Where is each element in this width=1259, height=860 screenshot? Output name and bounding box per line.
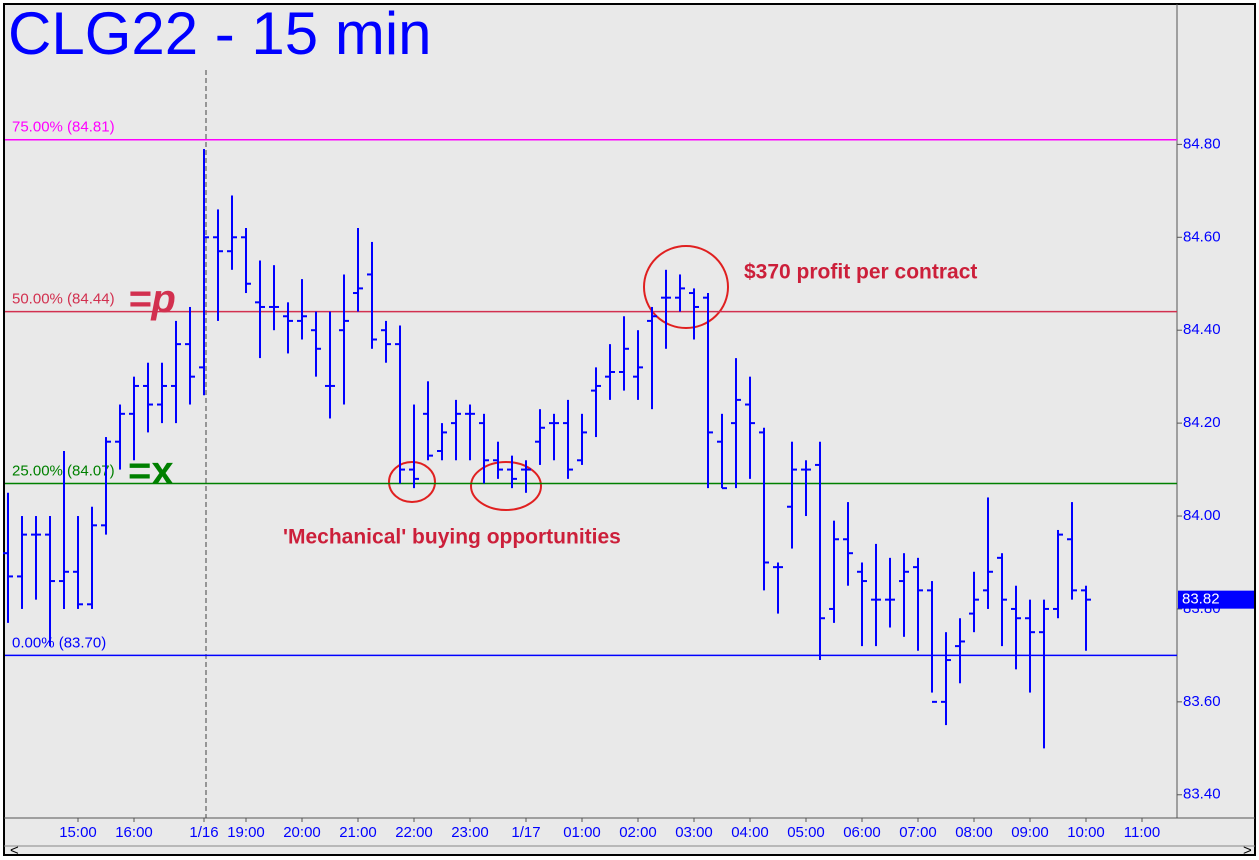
y-tick-label: 83.60 [1183, 693, 1221, 710]
x-tick-label: 10:00 [1067, 824, 1105, 841]
x-tick-label: 15:00 [59, 824, 97, 841]
x-tick-label: 09:00 [1011, 824, 1049, 841]
x-tick-label: 16:00 [115, 824, 153, 841]
x-tick-label: 08:00 [955, 824, 993, 841]
last-price-tag [1178, 590, 1254, 609]
x-tick-label: 19:00 [227, 824, 265, 841]
x-tick-label: 21:00 [339, 824, 377, 841]
level-label: 75.00% (84.81) [12, 119, 115, 136]
x-tick-label: 23:00 [451, 824, 489, 841]
highlight-circle [388, 461, 436, 503]
level-label: 50.00% (84.44) [12, 291, 115, 308]
level-marker: =x [128, 449, 174, 493]
y-tick-label: 84.40 [1183, 321, 1221, 338]
x-tick-label: 07:00 [899, 824, 937, 841]
scroll-right[interactable]: > [1243, 842, 1252, 859]
annotation: 'Mechanical' buying opportunities [283, 526, 621, 549]
x-tick-label: 03:00 [675, 824, 713, 841]
y-tick-label: 83.40 [1183, 786, 1221, 803]
y-tick-label: 84.80 [1183, 135, 1221, 152]
level-marker: =p [128, 277, 176, 321]
x-tick-label: 1/17 [511, 824, 540, 841]
x-tick-label: 11:00 [1124, 824, 1160, 841]
y-tick-label: 84.00 [1183, 507, 1221, 524]
y-tick-label: 84.20 [1183, 414, 1221, 431]
x-tick-label: 01:00 [563, 824, 601, 841]
x-tick-label: 1/16 [189, 824, 218, 841]
level-label: 0.00% (83.70) [12, 634, 106, 651]
annotation: $370 profit per contract [744, 261, 977, 284]
x-tick-label: 20:00 [283, 824, 321, 841]
chart-title: CLG22 - 15 min [8, 0, 432, 67]
x-tick-label: 02:00 [619, 824, 657, 841]
highlight-circle [470, 461, 542, 511]
y-tick-label: 84.60 [1183, 228, 1221, 245]
highlight-circle [643, 245, 729, 329]
x-tick-label: 05:00 [787, 824, 825, 841]
x-tick-label: 06:00 [843, 824, 881, 841]
last-price-label: 83.82 [1182, 591, 1220, 608]
scroll-left[interactable]: < [10, 842, 19, 859]
x-tick-label: 22:00 [395, 824, 433, 841]
chart-background [3, 3, 1256, 856]
x-tick-label: 04:00 [731, 824, 769, 841]
